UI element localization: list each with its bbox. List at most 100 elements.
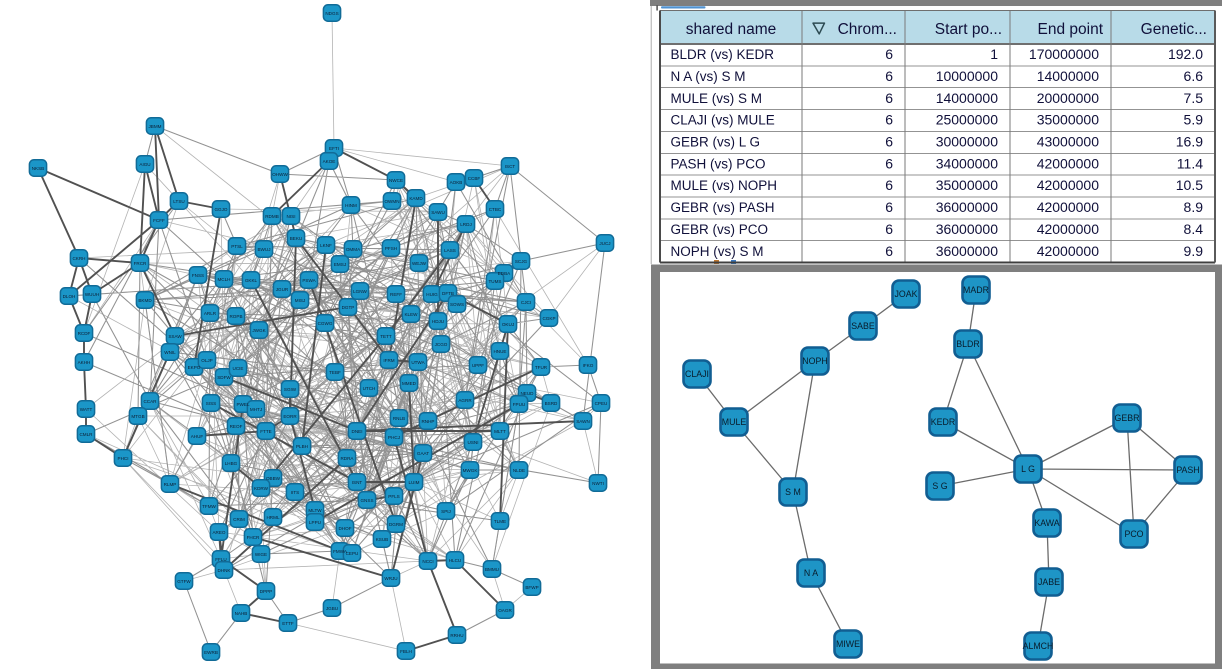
svg-text:TLME: TLME xyxy=(494,519,506,524)
svg-text:8.9: 8.9 xyxy=(1184,199,1204,215)
svg-text:MCLH: MCLH xyxy=(217,277,230,282)
svg-text:MMED: MMED xyxy=(402,381,417,386)
svg-text:DHOF: DHOF xyxy=(338,526,351,531)
svg-text:JWGK: JWGK xyxy=(252,328,266,333)
svg-text:BLDR (vs) KEDR: BLDR (vs) KEDR xyxy=(671,47,775,62)
svg-text:KLEW: KLEW xyxy=(404,312,418,317)
svg-text:1: 1 xyxy=(990,46,998,62)
svg-text:UCIE: UCIE xyxy=(233,366,244,371)
svg-text:End point: End point xyxy=(1038,21,1104,38)
svg-text:Genetic...: Genetic... xyxy=(1141,21,1207,38)
svg-text:14000000: 14000000 xyxy=(936,90,999,106)
svg-text:7.5: 7.5 xyxy=(1184,90,1204,106)
svg-text:35000000: 35000000 xyxy=(1037,112,1100,128)
svg-text:6: 6 xyxy=(885,177,893,193)
svg-text:JBMM: JBMM xyxy=(148,124,161,129)
svg-text:6: 6 xyxy=(885,112,893,128)
svg-text:TFMW: TFMW xyxy=(202,504,216,509)
svg-text:LRDJ: LRDJ xyxy=(460,222,472,227)
svg-text:JOAK: JOAK xyxy=(895,289,918,299)
svg-text:LGNW: LGNW xyxy=(353,289,367,294)
svg-text:KEDR: KEDR xyxy=(931,417,955,427)
svg-text:PFSH: PFSH xyxy=(385,246,397,251)
svg-text:HLCU: HLCU xyxy=(449,558,462,563)
svg-text:KDRW: KDRW xyxy=(254,486,269,491)
svg-text:NCCI: NCCI xyxy=(422,559,433,564)
svg-text:EWRB: EWRB xyxy=(204,650,218,655)
svg-text:AGRR: AGRR xyxy=(458,398,472,403)
svg-text:LPPU: LPPU xyxy=(309,520,321,525)
svg-text:GEBR (vs) PCO: GEBR (vs) PCO xyxy=(671,222,769,237)
svg-text:UPPF: UPPF xyxy=(472,363,484,368)
svg-text:GGJO: GGJO xyxy=(214,207,227,212)
svg-text:KSUB: KSUB xyxy=(376,537,389,542)
svg-text:LKNF: LKNF xyxy=(320,243,332,248)
svg-text:CTBC: CTBC xyxy=(489,207,502,212)
svg-text:AOKB: AOKB xyxy=(450,180,463,185)
svg-text:6: 6 xyxy=(885,90,893,106)
svg-text:DLOH: DLOH xyxy=(63,294,76,299)
svg-text:DFTB: DFTB xyxy=(442,291,454,296)
svg-text:CKRH: CKRH xyxy=(72,256,85,261)
svg-text:JCGO: JCGO xyxy=(435,342,448,347)
svg-text:6: 6 xyxy=(885,243,893,259)
svg-text:SISS: SISS xyxy=(206,401,216,406)
svg-text:EDBA: EDBA xyxy=(498,271,511,276)
svg-text:GEBR (vs) L G: GEBR (vs) L G xyxy=(671,135,761,150)
svg-text:MWGK: MWGK xyxy=(463,468,479,473)
svg-text:NDGS: NDGS xyxy=(325,11,338,16)
svg-text:PFLS: PFLS xyxy=(388,494,400,499)
svg-text:SSAW: SSAW xyxy=(168,334,182,339)
svg-text:MADR: MADR xyxy=(963,285,989,295)
svg-text:11.4: 11.4 xyxy=(1177,155,1203,171)
svg-text:RLMP: RLMP xyxy=(164,482,177,487)
svg-text:GKKL: GKKL xyxy=(245,278,258,283)
svg-text:5.9: 5.9 xyxy=(1184,112,1204,128)
svg-text:35000000: 35000000 xyxy=(936,177,999,193)
svg-text:WUUH: WUUH xyxy=(85,292,99,297)
svg-text:CCBF: CCBF xyxy=(468,176,481,181)
svg-text:SCJG: SCJG xyxy=(515,259,528,264)
svg-text:IFKO: IFKO xyxy=(583,363,594,368)
svg-text:IITS: IITS xyxy=(291,490,299,495)
svg-text:N A (vs) S M: N A (vs) S M xyxy=(671,69,746,84)
svg-text:GAAT: GAAT xyxy=(417,451,429,456)
svg-text:BSRD: BSRD xyxy=(545,401,558,406)
svg-text:JABE: JABE xyxy=(1038,577,1060,587)
svg-text:BMMU: BMMU xyxy=(485,567,499,572)
svg-text:36000000: 36000000 xyxy=(936,243,999,259)
svg-text:shared name: shared name xyxy=(686,21,776,38)
svg-text:CGWG: CGWG xyxy=(318,321,333,326)
svg-text:OWMN: OWMN xyxy=(384,199,399,204)
svg-text:9.9: 9.9 xyxy=(1184,243,1204,259)
svg-text:KAWA: KAWA xyxy=(1034,518,1059,528)
svg-text:20000000: 20000000 xyxy=(1037,90,1100,106)
svg-text:HRML: HRML xyxy=(266,515,279,520)
svg-text:PWEL: PWEL xyxy=(236,402,249,407)
svg-text:170000000: 170000000 xyxy=(1029,46,1099,62)
svg-text:AKHH: AKHH xyxy=(78,360,91,365)
svg-text:PHCI: PHCI xyxy=(118,456,129,461)
svg-text:6: 6 xyxy=(885,68,893,84)
svg-text:WNIL: WNIL xyxy=(164,350,176,355)
svg-text:WATT: WATT xyxy=(80,407,93,412)
svg-text:MULE (vs) NOPH: MULE (vs) NOPH xyxy=(671,178,778,193)
svg-text:JGBU: JGBU xyxy=(326,606,338,611)
svg-text:KAMD: KAMD xyxy=(409,196,423,201)
svg-text:PTSL: PTSL xyxy=(231,244,243,249)
svg-text:USNI: USNI xyxy=(468,440,479,445)
svg-text:SOWS: SOWS xyxy=(450,302,464,307)
svg-text:BWUJ: BWUJ xyxy=(257,247,270,252)
svg-text:BFWP: BFWP xyxy=(525,585,538,590)
svg-text:CLAJI (vs) MULE: CLAJI (vs) MULE xyxy=(671,113,775,128)
svg-text:CJCI: CJCI xyxy=(521,300,531,305)
svg-text:NEUD: NEUD xyxy=(520,391,534,396)
svg-text:MULE: MULE xyxy=(722,417,747,427)
svg-text:HDJU: HDJU xyxy=(432,319,444,324)
svg-text:MLTW: MLTW xyxy=(308,508,322,513)
svg-text:SPIJ: SPIJ xyxy=(441,509,451,514)
svg-text:EFTI: EFTI xyxy=(329,146,339,151)
svg-text:RNLB: RNLB xyxy=(393,416,405,421)
svg-text:43000000: 43000000 xyxy=(1037,134,1100,150)
svg-text:DGRM: DGRM xyxy=(389,522,403,527)
